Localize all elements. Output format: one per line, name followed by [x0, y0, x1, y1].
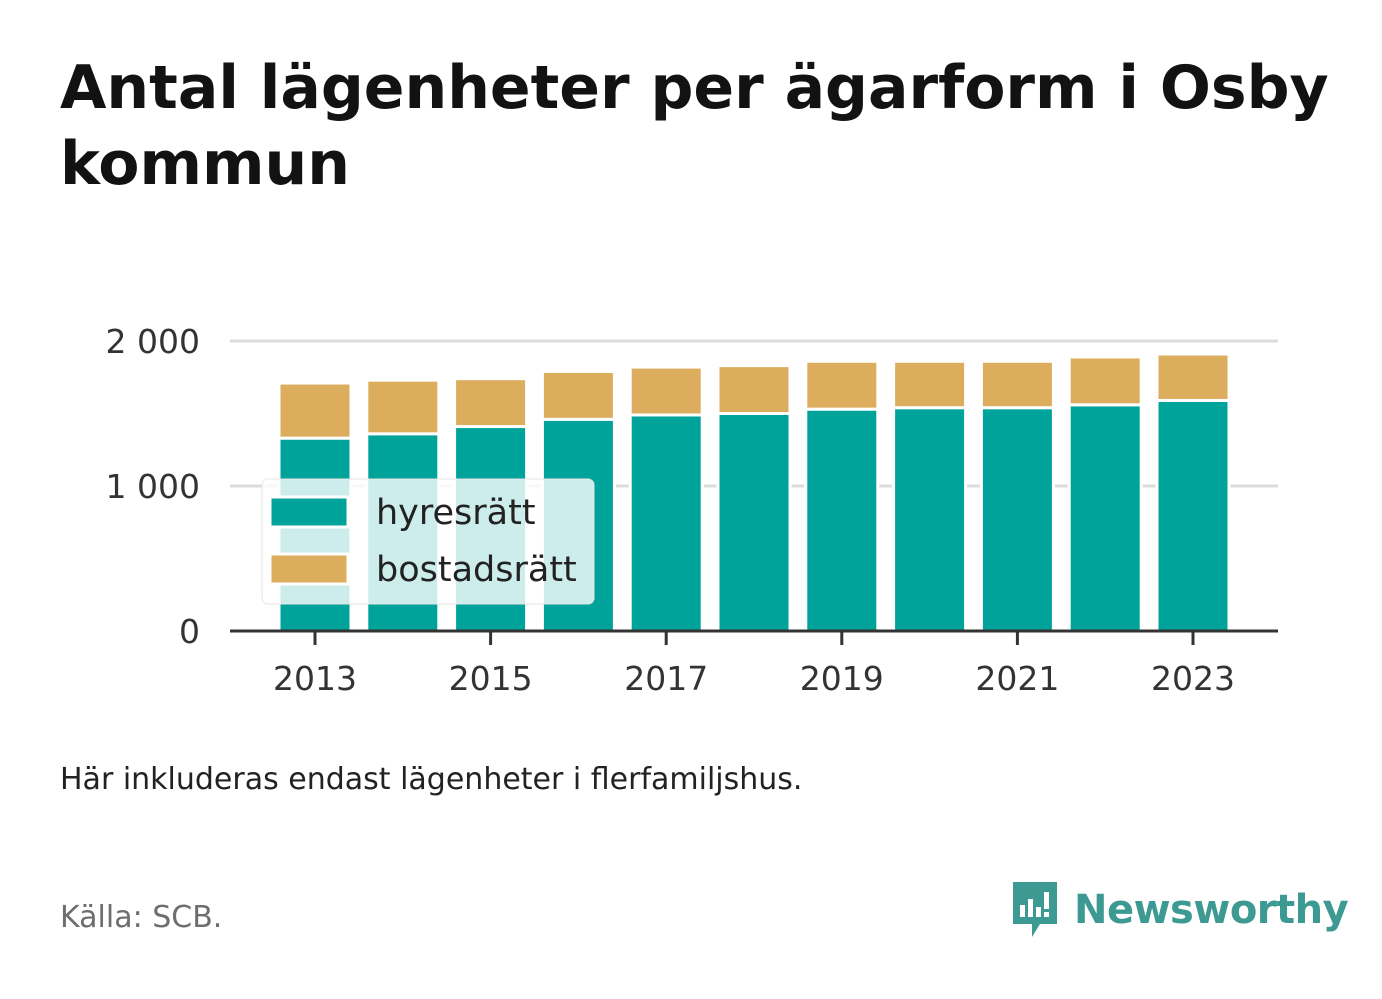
legend-swatch-bostadsratt	[268, 552, 350, 586]
bar-bostadsratt-2017	[628, 365, 704, 417]
chart-title: Antal lägenheter per ägarform i Osby kom…	[60, 53, 1329, 199]
bar-bostadsratt-2019	[804, 359, 880, 411]
bar-bostadsratt-2018	[716, 364, 792, 415]
bar-bostadsratt-2014	[365, 378, 441, 436]
x-axis-labels: 2013 2015 2017 2019 2021 2023	[273, 659, 1235, 698]
bar-hyresratt-2022	[1067, 403, 1143, 633]
x-tick-label: 2019	[800, 659, 884, 698]
y-tick-label: 1 000	[106, 467, 200, 506]
x-tick-label: 2017	[624, 659, 708, 698]
x-tick-label: 2015	[449, 659, 533, 698]
y-tick-label: 2 000	[106, 322, 200, 361]
legend-label: hyresrätt	[376, 493, 536, 533]
x-tick-label: 2021	[975, 659, 1059, 698]
bar-hyresratt-2023	[1155, 398, 1231, 633]
bar-hyresratt-2018	[716, 412, 792, 633]
x-tick-label: 2023	[1151, 659, 1235, 698]
legend-label: bostadsrätt	[376, 550, 577, 590]
bar-hyresratt-2017	[628, 413, 704, 633]
bar-bostadsratt-2022	[1067, 355, 1143, 407]
bar-hyresratt-2019	[804, 407, 880, 633]
bar-bostadsratt-2016	[540, 369, 616, 421]
bar-bostadsratt-2023	[1155, 352, 1231, 402]
bar-bostadsratt-2021	[979, 359, 1055, 410]
bar-hyresratt-2021	[979, 406, 1055, 633]
brand-logo: Newsworthy	[1010, 878, 1349, 942]
chart-note: Här inkluderas endast lägenheter i flerf…	[60, 762, 803, 797]
brand-name: Newsworthy	[1074, 887, 1349, 933]
bar-bostadsratt-2015	[453, 377, 529, 429]
bar-bostadsratt-2020	[892, 359, 968, 410]
legend: hyresrätt bostadsrätt	[261, 478, 595, 605]
newsworthy-logo-icon	[1013, 882, 1057, 937]
y-tick-label: 0	[179, 612, 200, 651]
legend-swatch-hyresratt	[268, 495, 350, 529]
y-axis-labels: 0 1 000 2 000	[106, 322, 200, 651]
x-axis	[230, 629, 1278, 645]
bar-hyresratt-2020	[892, 406, 968, 633]
source-credit: Källa: SCB.	[60, 900, 223, 935]
bar-bostadsratt-2013	[277, 381, 353, 440]
x-tick-label: 2013	[273, 659, 357, 698]
